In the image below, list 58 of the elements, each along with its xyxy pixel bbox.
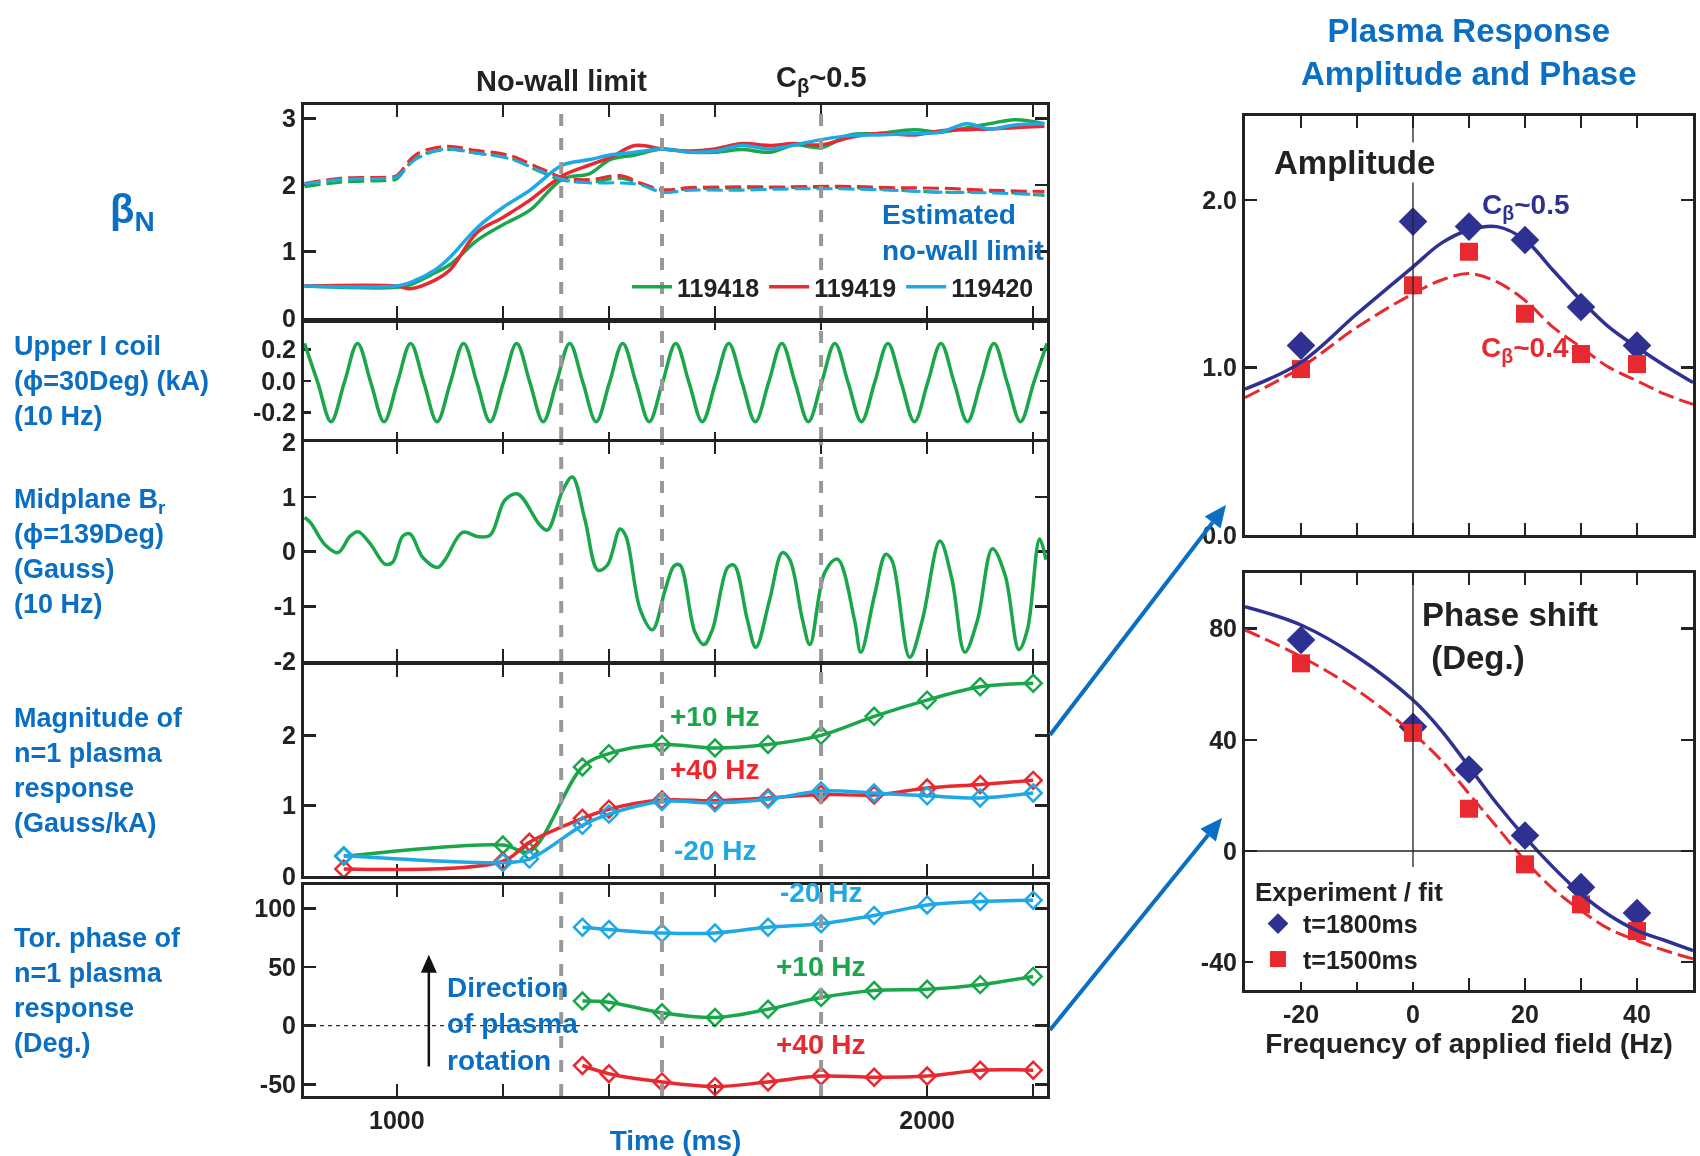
y-tick-label: 2 <box>282 721 296 750</box>
legend-title: Experiment / fit <box>1255 876 1444 907</box>
y-tick-label: 0 <box>282 303 296 332</box>
y-tick-label: -50 <box>259 1070 296 1099</box>
y-tick-label: 1 <box>282 791 297 820</box>
series-label: -20 Hz <box>674 835 757 866</box>
x-tick-label: 2000 <box>899 1106 955 1134</box>
x-tick-label: 20 <box>1511 1000 1539 1028</box>
y-tick-label: -40 <box>1200 947 1237 976</box>
y-tick-label: 50 <box>268 952 296 981</box>
x-tick-label: 1000 <box>369 1106 425 1134</box>
y-tick-label: 3 <box>282 104 296 133</box>
y-tick-label: 0.0 <box>261 366 296 395</box>
y-tick-label: 2 <box>282 427 296 456</box>
y-tick-label: 100 <box>254 894 296 923</box>
y-axis-title: Magnitude of n=1 plasma response (Gauss/kA) <box>14 703 183 839</box>
y-tick-label: 0 <box>282 861 296 890</box>
x-axis-title: Frequency of applied field (Hz) <box>1265 1028 1673 1059</box>
x-tick-label: 40 <box>1623 1000 1651 1028</box>
y-tick-label: 0 <box>1223 836 1237 865</box>
y-axis-title: Upper I coil (ϕ=30Deg) (kA) (10 Hz) <box>14 331 210 432</box>
annotation: Direction of plasma rotation <box>447 972 579 1076</box>
y-tick-label: 2 <box>282 170 296 199</box>
series-label: +40 Hz <box>670 754 760 785</box>
y-axis-title: Tor. phase of n=1 plasma response (Deg.) <box>14 923 182 1059</box>
y-tick-label: -2 <box>273 646 296 675</box>
y-axis-title: β$_{N}$ <box>110 187 155 238</box>
annotation: Amplitude <box>1274 144 1436 181</box>
series-label: +40 Hz <box>776 1029 866 1060</box>
ref-line-label: No-wall limit <box>476 65 648 97</box>
y-tick-label: 0 <box>282 537 296 566</box>
y-tick-label: -0.2 <box>252 398 296 427</box>
legend-label: 119420 <box>951 273 1034 302</box>
y-tick-label: -1 <box>273 592 297 620</box>
y-tick-label: 1.0 <box>1202 353 1237 382</box>
y-tick-label: 80 <box>1209 614 1237 643</box>
series-label: C$_{β}$~0.5 <box>1482 189 1570 224</box>
legend-label: t=1500ms <box>1303 945 1418 974</box>
series-label: C$_{β}$~0.4 <box>1481 332 1569 367</box>
annotation: Estimated no-wall limit <box>882 199 1044 267</box>
y-tick-label: 0.2 <box>261 335 296 364</box>
x-axis-title: Time (ms) <box>609 1125 742 1156</box>
series-label: +10 Hz <box>776 951 866 982</box>
y-tick-label: 2.0 <box>1202 185 1237 214</box>
legend-label: 119419 <box>814 273 897 302</box>
chart-title: Plasma Response Amplitude and Phase <box>1301 12 1637 92</box>
ref-line-label: C$_{β}$~0.5 <box>776 61 867 98</box>
legend-label: t=1800ms <box>1303 910 1418 939</box>
series-label: +10 Hz <box>670 701 760 732</box>
y-tick-label: 40 <box>1209 725 1237 754</box>
x-tick-label: 0 <box>1406 1000 1420 1028</box>
y-tick-label: 1 <box>282 237 297 266</box>
y-tick-label: 1 <box>282 482 297 511</box>
legend-label: 119418 <box>677 273 760 302</box>
y-axis-title: Midplane B$_{r}$ (ϕ=139Deg) (Gauss) (10 Hz) <box>14 484 167 620</box>
series-label: -20 Hz <box>780 877 863 908</box>
x-tick-label: -20 <box>1282 1000 1320 1028</box>
annotation: Phase shift (Deg.) <box>1422 596 1599 676</box>
